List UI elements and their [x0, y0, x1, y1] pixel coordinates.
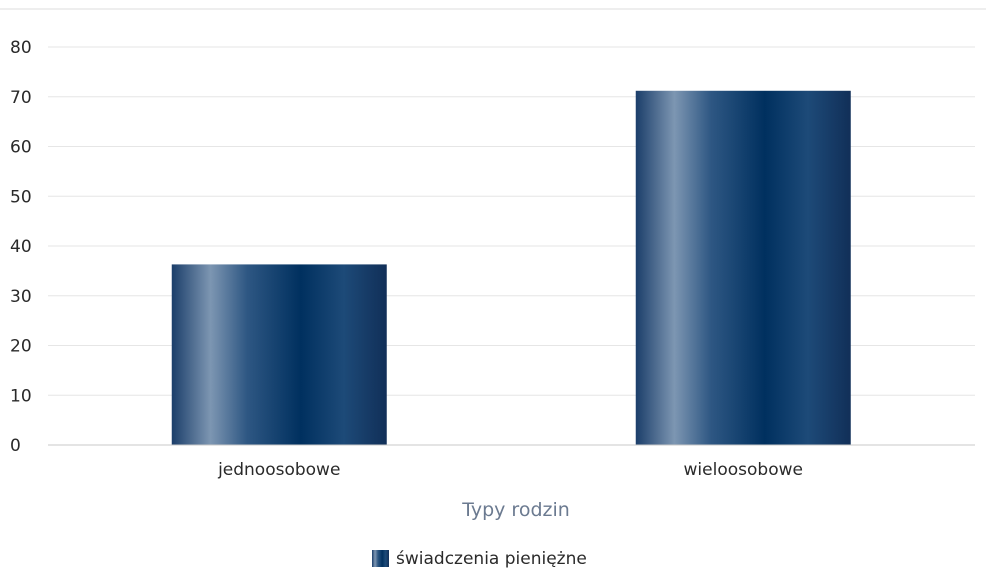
y-tick-label: 10 [10, 386, 32, 406]
legend: świadczenia pieniężne [372, 549, 587, 569]
y-tick-label: 60 [10, 138, 32, 158]
y-tick-label: 70 [10, 88, 32, 108]
legend-label: świadczenia pieniężne [396, 549, 587, 569]
y-tick-label: 50 [10, 187, 32, 207]
y-tick-label: 80 [10, 38, 32, 58]
x-category-label: jednoosobowe [217, 460, 340, 480]
y-tick-label: 0 [10, 436, 21, 456]
bars [171, 90, 851, 445]
y-axis-ticks: 0 10 20 30 40 50 60 70 80 [10, 38, 32, 456]
x-axis-categories: jednoosobowe wieloosobowe [217, 460, 803, 480]
top-strip [0, 8, 986, 10]
y-tick-label: 40 [10, 237, 32, 257]
bar-jednoosobowe [171, 264, 387, 445]
y-tick-label: 30 [10, 287, 32, 307]
y-tick-label: 20 [10, 337, 32, 357]
x-axis-title: Typy rodzin [461, 499, 570, 521]
legend-swatch [372, 550, 389, 567]
bar-wieloosobowe [635, 90, 851, 445]
x-category-label: wieloosobowe [684, 460, 803, 480]
